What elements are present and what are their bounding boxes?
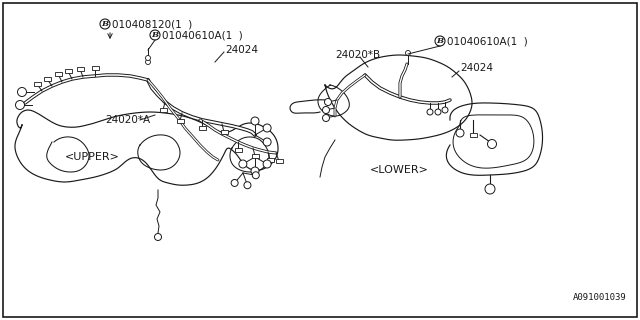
Text: 24020*A: 24020*A [105,115,150,125]
Circle shape [239,160,247,168]
Bar [54,72,61,76]
Circle shape [488,140,497,148]
Circle shape [427,109,433,115]
Circle shape [485,184,495,194]
Circle shape [456,129,464,137]
Circle shape [252,172,259,179]
Bar [65,69,72,73]
Circle shape [17,87,26,97]
Circle shape [406,51,410,55]
Bar [92,66,99,70]
Circle shape [145,60,150,65]
Circle shape [251,167,259,175]
Bar [77,67,83,71]
Bar [221,130,227,134]
Bar [44,77,51,81]
Circle shape [145,55,150,60]
Bar [252,154,259,158]
Bar [234,148,241,152]
Text: 24024: 24024 [460,63,493,73]
Text: B: B [101,20,109,28]
Bar [266,158,273,162]
Circle shape [324,99,332,106]
Circle shape [263,160,271,168]
Bar [159,108,166,112]
Bar [198,126,205,130]
Text: <UPPER>: <UPPER> [65,152,120,162]
Bar [33,82,40,86]
Bar [470,133,477,137]
Circle shape [435,36,445,46]
Text: A091001039: A091001039 [573,293,627,302]
Text: 24020*B: 24020*B [335,50,380,60]
Text: B: B [436,37,444,45]
Text: <LOWER>: <LOWER> [370,165,429,175]
Circle shape [251,117,259,125]
Bar [177,119,184,123]
Text: 01040610A(1  ): 01040610A(1 ) [447,36,528,46]
Text: 01040610A(1  ): 01040610A(1 ) [162,30,243,40]
Circle shape [15,100,24,109]
Circle shape [435,109,441,115]
Circle shape [442,107,448,113]
Text: 010408120(1  ): 010408120(1 ) [112,19,192,29]
Text: 24024: 24024 [225,45,258,55]
Circle shape [150,30,160,40]
Text: B: B [152,31,159,39]
Circle shape [154,234,161,241]
Circle shape [100,19,110,29]
Circle shape [244,182,251,189]
Circle shape [263,124,271,132]
Circle shape [323,107,330,114]
Circle shape [263,138,271,146]
Circle shape [323,115,330,122]
Circle shape [231,180,238,187]
Bar [275,159,282,163]
